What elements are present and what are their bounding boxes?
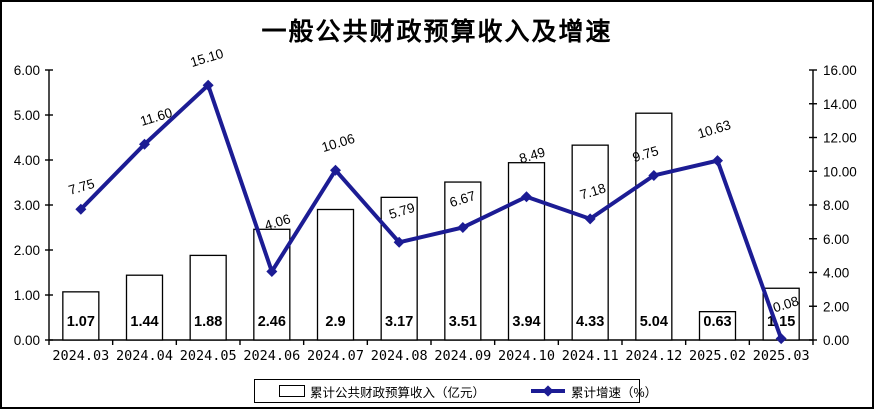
category-label: 2024.11 [562, 348, 619, 364]
category-label: 2025.02 [689, 348, 746, 364]
line-value-label: 8.49 [517, 144, 547, 166]
bar [380, 196, 418, 341]
left-axis-labels: 0.00 1.00 2.00 3.00 4.00 5.00 6.00 [14, 63, 40, 348]
category-label: 2024.03 [52, 348, 109, 364]
diamond-marker-icon [330, 164, 341, 176]
right-axis-tick-label: 12.00 [823, 131, 857, 146]
category-label: 2024.06 [243, 348, 300, 364]
legend-item-growth: 累计增速（%） [531, 382, 657, 401]
diamond-marker-icon [712, 155, 723, 167]
bar [253, 228, 291, 341]
right-axis-labels: 0.00 2.00 4.00 6.00 8.00 10.00 12.00 14.00 16.00 [823, 63, 857, 348]
diamond-marker-icon [584, 213, 596, 225]
diamond-marker-icon [521, 191, 532, 203]
bar-value-label: 3.51 [449, 314, 477, 330]
bar [125, 274, 164, 341]
left-axis-tick-label: 6.00 [14, 63, 40, 78]
bar [62, 291, 100, 341]
category-label: 2024.07 [307, 348, 364, 364]
diamond-marker-icon [775, 333, 787, 345]
bar-value-label: 0.63 [703, 314, 731, 330]
bar-value-label: 3.17 [385, 314, 413, 330]
diamond-marker-icon [202, 79, 214, 91]
diamond-marker-icon [542, 384, 554, 397]
growth-line [79, 81, 784, 340]
bar-value-label: 2.9 [325, 314, 345, 330]
bar [762, 287, 800, 341]
bar-series-swatch-icon [279, 385, 305, 397]
right-axis-tick-label: 16.00 [823, 63, 857, 78]
bar-value-labels: 1.07 1.44 1.88 2.46 2.9 3.17 3.51 3.94 4.33 5.04 0… [67, 314, 796, 330]
bar [571, 144, 609, 341]
bar-value-label: 4.33 [576, 314, 604, 330]
diamond-marker-icon [139, 138, 150, 150]
line-series-swatch-icon [531, 384, 566, 397]
right-axis-tick-label: 14.00 [823, 97, 857, 112]
right-axis-tick-label: 10.00 [823, 164, 857, 179]
right-axis-tick-label: 8.00 [823, 198, 849, 213]
bar-value-label: 1.07 [67, 314, 95, 330]
line-value-label: 10.06 [320, 131, 357, 155]
bar-value-label: 1.44 [130, 314, 158, 330]
line-markers [75, 79, 787, 345]
line-value-labels: 7.75 11.60 15.10 4.06 10.06 5.79 6.67 8.49 7.18 9… [67, 46, 801, 316]
legend-label-growth: 累计增速（%） [571, 385, 658, 400]
category-label: 2024.08 [371, 348, 428, 364]
bar-value-label: 5.04 [640, 314, 668, 330]
legend-label-revenue: 累计公共财政预算收入（亿元） [310, 385, 486, 400]
diamond-marker-icon [75, 203, 87, 215]
left-axis-tick-label: 0.00 [14, 333, 40, 348]
line-value-label: 7.18 [578, 181, 608, 203]
left-axis-tick-label: 2.00 [14, 243, 40, 258]
bar [189, 254, 227, 341]
bar [507, 162, 546, 341]
legend-item-revenue: 累计公共财政预算收入（亿元） [279, 382, 485, 401]
diamond-marker-icon [648, 169, 660, 181]
line-value-label: 4.06 [263, 211, 293, 233]
category-label: 2024.09 [434, 348, 491, 364]
line-value-label: 9.75 [631, 143, 661, 165]
chart-title: 一般公共财政预算收入及增速 [261, 18, 613, 46]
bar [316, 208, 355, 341]
category-label: 2024.10 [498, 348, 555, 364]
line-value-label: 5.79 [387, 200, 417, 222]
line-value-label: 15.10 [188, 46, 225, 70]
right-axis-tick-label: 0.00 [823, 333, 849, 348]
line-value-label: 7.75 [67, 176, 97, 198]
left-axis-tick-label: 4.00 [14, 153, 40, 168]
category-axis-labels: 2024.03 2024.04 2024.05 2024.06 2024.07 2024.… [52, 348, 809, 364]
line-value-label: 0.08 [771, 293, 801, 315]
right-axis-tick-label: 2.00 [823, 299, 849, 314]
left-axis-tick-label: 3.00 [14, 198, 40, 213]
bar-value-label: 3.94 [512, 314, 540, 330]
right-axis-tick-label: 6.00 [823, 232, 849, 247]
bar [698, 310, 737, 341]
category-label: 2024.05 [180, 348, 237, 364]
bar-series [62, 112, 800, 341]
diamond-marker-icon [393, 236, 405, 248]
line-value-label: 6.67 [448, 188, 478, 210]
bar-value-label: 1.88 [194, 314, 222, 330]
bar [635, 112, 673, 341]
right-axis-tick-label: 4.00 [823, 266, 849, 281]
bar [444, 181, 482, 341]
category-label: 2024.04 [116, 348, 173, 364]
left-axis-tick-label: 1.00 [14, 288, 40, 303]
line-value-label: 11.60 [138, 105, 174, 129]
diamond-marker-icon [457, 221, 469, 233]
category-label: 2024.12 [625, 348, 682, 364]
axes [45, 69, 817, 345]
legend: 累计公共财政预算收入（亿元） 累计增速（%） [254, 379, 657, 403]
bar-value-label: 2.46 [258, 314, 286, 330]
left-axis-tick-label: 5.00 [14, 108, 40, 123]
category-label: 2025.03 [753, 348, 810, 364]
diamond-marker-icon [266, 265, 278, 277]
line-value-label: 10.63 [696, 117, 733, 141]
